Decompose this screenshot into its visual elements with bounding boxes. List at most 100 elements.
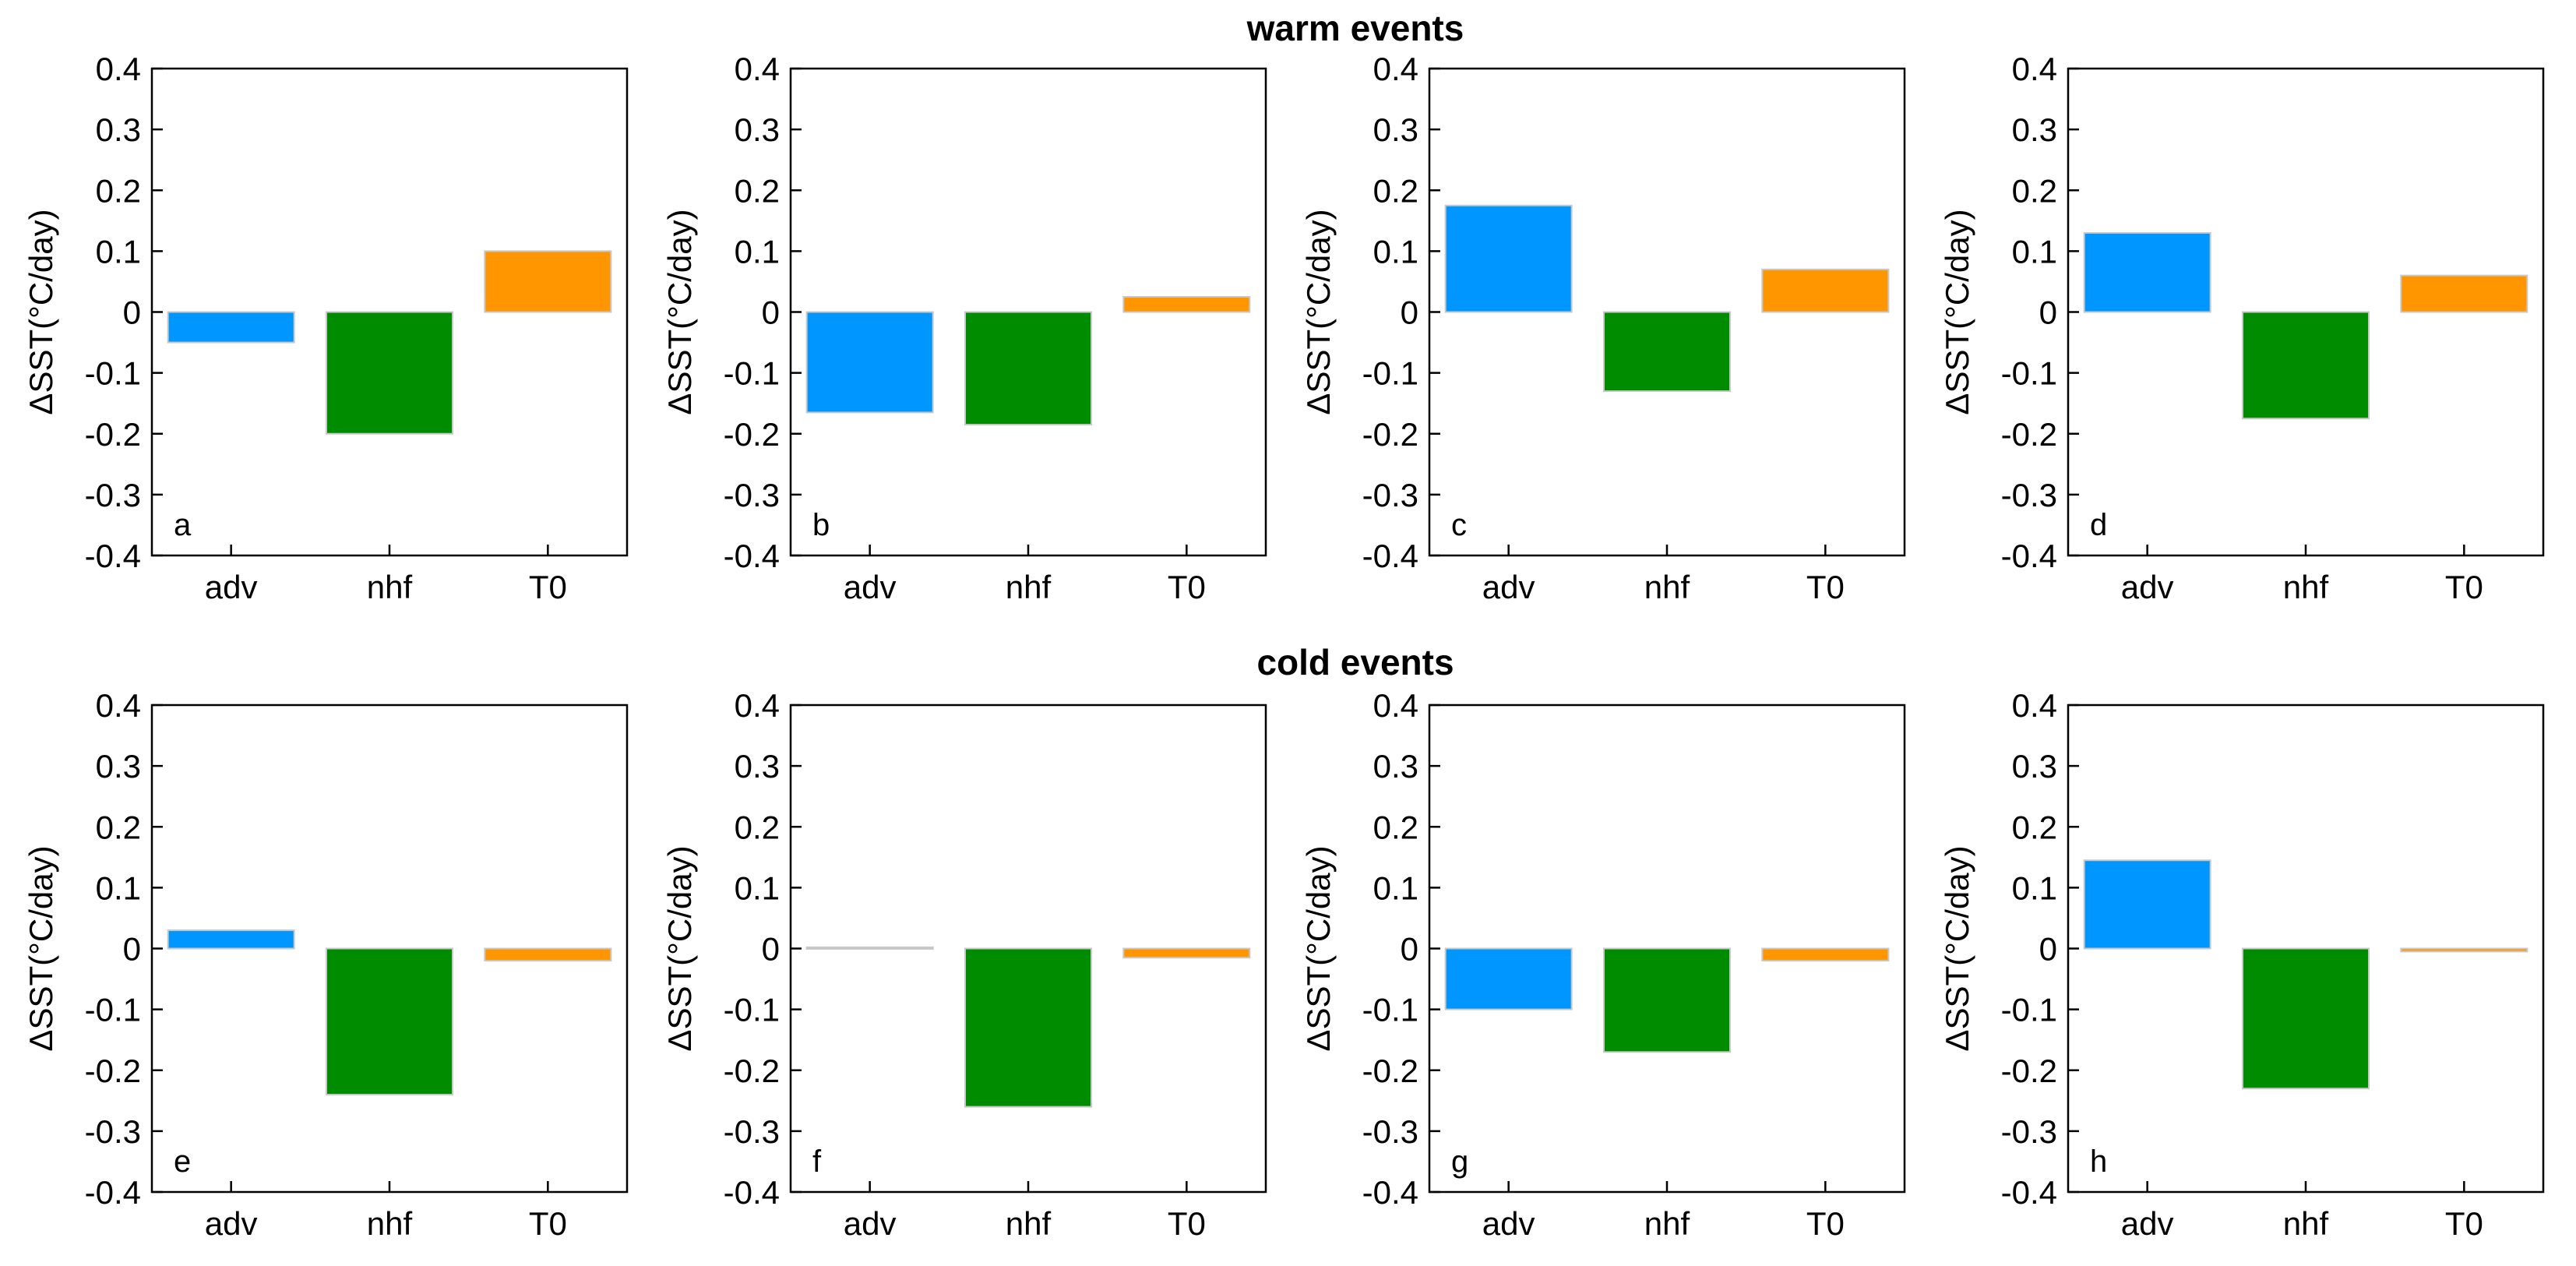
y-axis-label: ΔSST(°C/day): [23, 209, 59, 414]
panel-letter: b: [812, 508, 830, 542]
y-axis-label: ΔSST(°C/day): [1939, 845, 1975, 1051]
panel-a: 0.4 0.3 0.2 0.1 0 -0.1 -0.2 -0.3 -0.4 adv nhf T0 ΔSS…: [23, 51, 629, 605]
axes-frame: [1428, 704, 1906, 1194]
y-tick-label: -0.2: [724, 416, 780, 453]
y-tick-label: 0.1: [735, 869, 780, 906]
y-tick-label: -0.1: [724, 355, 780, 392]
bar-h-T0: [2400, 947, 2528, 953]
x-tick-label-nhf: nhf: [1644, 1205, 1690, 1242]
y-tick-label: 0.2: [735, 809, 780, 845]
y-tick-label: 0.1: [1373, 869, 1418, 906]
x-tick-label-nhf: nhf: [1644, 569, 1690, 605]
bar-g-T0: [1761, 947, 1890, 962]
axes-frame: [789, 704, 1267, 1194]
bar-e-adv: [167, 929, 295, 950]
panel-b: 0.4 0.3 0.2 0.1 0 -0.1 -0.2 -0.3 -0.4 adv nhf T0 ΔSS…: [661, 51, 1267, 605]
y-tick-label: -0.4: [1362, 1174, 1418, 1211]
x-tick-label-T0: T0: [1168, 569, 1206, 605]
x-tick-label-nhf: nhf: [2283, 569, 2329, 605]
bar-f-nhf: [964, 947, 1092, 1108]
y-axis-label: ΔSST(°C/day): [1300, 209, 1337, 414]
y-tick-label: 0.4: [1373, 687, 1418, 724]
panel-letter: d: [2090, 508, 2107, 542]
y-tick-label: 0: [762, 931, 780, 968]
x-tick-label-T0: T0: [1806, 1205, 1845, 1242]
y-axis-label: ΔSST(°C/day): [661, 845, 698, 1051]
y-tick-label: -0.4: [724, 1174, 780, 1211]
y-axis-label: ΔSST(°C/day): [1300, 845, 1337, 1051]
axes-frame: [150, 67, 629, 557]
y-tick-label: -0.1: [85, 355, 141, 392]
bar-a-adv: [167, 311, 295, 344]
axes-frame: [1428, 67, 1906, 557]
x-tick-label-adv: adv: [844, 569, 897, 605]
bar-h-nhf: [2242, 947, 2370, 1090]
y-tick-label: -0.2: [2001, 1053, 2057, 1089]
panel-letter: e: [174, 1144, 191, 1179]
x-tick-label-T0: T0: [529, 569, 567, 605]
y-tick-label: 0.1: [1373, 233, 1418, 270]
bar-g-adv: [1444, 947, 1573, 1010]
bar-g-nhf: [1603, 947, 1731, 1053]
y-tick-label: 0.3: [1373, 748, 1418, 785]
panel-letter: h: [2090, 1144, 2107, 1179]
axes-frame: [2067, 67, 2545, 557]
panel-h: 0.4 0.3 0.2 0.1 0 -0.1 -0.2 -0.3 -0.4 adv nhf T0 ΔSS…: [1939, 687, 2545, 1242]
y-tick-label: -0.1: [724, 992, 780, 1028]
y-tick-label: 0: [2039, 294, 2057, 331]
y-tick-label: 0.1: [96, 233, 141, 270]
bar-a-nhf: [326, 311, 453, 435]
y-tick-label: 0.2: [96, 172, 141, 209]
y-tick-label: 0.3: [735, 748, 780, 785]
y-tick-label: 0.4: [96, 687, 141, 724]
y-axis-label: ΔSST(°C/day): [661, 209, 698, 414]
y-tick-label: -0.1: [2001, 355, 2057, 392]
y-tick-label: 0.4: [96, 51, 141, 87]
row-title-cold: cold events: [1256, 642, 1454, 682]
y-tick-label: -0.4: [85, 538, 141, 574]
y-tick-label: -0.1: [2001, 992, 2057, 1028]
x-tick-label-adv: adv: [1482, 1205, 1535, 1242]
panel-f: 0.4 0.3 0.2 0.1 0 -0.1 -0.2 -0.3 -0.4 adv nhf T0 ΔSS…: [661, 687, 1267, 1242]
x-tick-label-adv: adv: [2121, 569, 2174, 605]
y-tick-label: -0.3: [1362, 1113, 1418, 1150]
y-tick-label: -0.4: [85, 1174, 141, 1211]
y-tick-label: -0.1: [1362, 992, 1418, 1028]
panel-letter: g: [1451, 1144, 1468, 1179]
y-tick-label: 0.3: [96, 748, 141, 785]
bar-f-T0: [1122, 947, 1251, 959]
y-tick-label: 0.4: [1373, 51, 1418, 87]
bar-h-adv: [2083, 859, 2211, 950]
x-tick-label-T0: T0: [1168, 1205, 1206, 1242]
y-tick-label: -0.4: [724, 538, 780, 574]
y-tick-label: 0.1: [2012, 869, 2057, 906]
panels: 0.4 0.3 0.2 0.1 0 -0.1 -0.2 -0.3 -0.4 adv nhf T0 ΔSS…: [23, 51, 2545, 1242]
x-tick-label-nhf: nhf: [1006, 1205, 1052, 1242]
y-tick-label: 0: [1401, 294, 1418, 331]
y-tick-label: -0.1: [85, 992, 141, 1028]
y-tick-label: -0.3: [85, 477, 141, 513]
y-tick-label: -0.3: [724, 1113, 780, 1150]
x-tick-label-T0: T0: [1806, 569, 1845, 605]
bar-c-nhf: [1603, 311, 1731, 393]
x-tick-label-adv: adv: [844, 1205, 897, 1242]
y-tick-label: -0.3: [724, 477, 780, 513]
y-tick-label: -0.3: [85, 1113, 141, 1150]
y-tick-label: 0.2: [2012, 809, 2057, 845]
panel-g: 0.4 0.3 0.2 0.1 0 -0.1 -0.2 -0.3 -0.4 adv nhf T0 ΔSS…: [1300, 687, 1906, 1242]
x-tick-label-adv: adv: [2121, 1205, 2174, 1242]
bar-d-T0: [2400, 274, 2528, 313]
panel-letter: a: [174, 508, 192, 542]
y-tick-label: 0.3: [1373, 111, 1418, 148]
axes-frame: [150, 704, 629, 1194]
y-tick-label: 0.2: [2012, 172, 2057, 209]
y-tick-label: 0.4: [735, 51, 780, 87]
y-tick-label: -0.1: [1362, 355, 1418, 392]
y-tick-label: -0.2: [1362, 1053, 1418, 1089]
y-tick-label: 0.1: [735, 233, 780, 270]
y-tick-label: 0: [1401, 931, 1418, 968]
y-tick-label: 0.3: [96, 111, 141, 148]
y-tick-label: 0.4: [2012, 687, 2057, 724]
bar-d-nhf: [2242, 311, 2370, 420]
